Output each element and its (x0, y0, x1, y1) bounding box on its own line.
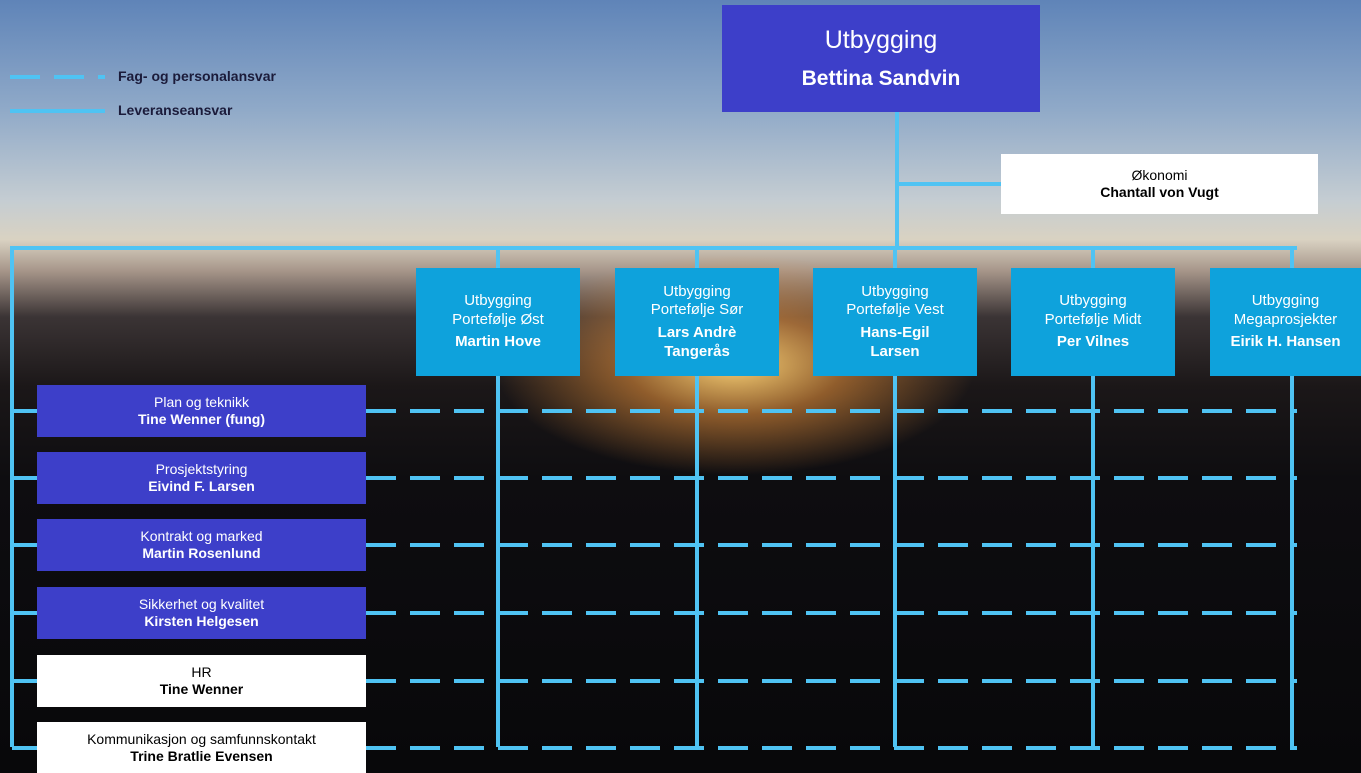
portfolio-unit: Utbygging (861, 283, 929, 302)
function-unit: Plan og teknikk (154, 394, 249, 412)
portfolio-name: Lars Andrè (658, 324, 737, 343)
function-unit: HR (191, 664, 211, 682)
function-unit: Kontrakt og marked (140, 528, 262, 546)
portfolio-name: Tangerås (664, 343, 730, 362)
portfolio-unit: Portefølje Sør (651, 301, 744, 320)
portfolio-unit: Portefølje Vest (846, 301, 944, 320)
function-name: Kirsten Helgesen (144, 613, 258, 631)
portfolio-unit: Utbygging (1059, 292, 1127, 311)
portfolio-name: Per Vilnes (1057, 333, 1129, 352)
portfolio-unit: Portefølje Midt (1045, 311, 1142, 330)
function-name: Trine Bratlie Evensen (130, 748, 272, 766)
function-name: Martin Rosenlund (142, 545, 260, 563)
function-unit: Prosjektstyring (156, 461, 248, 479)
staff-name: Chantall von Vugt (1100, 184, 1218, 202)
function-unit: Kommunikasjon og samfunnskontakt (87, 731, 316, 749)
function-name: Eivind F. Larsen (148, 478, 255, 496)
org-chart: Utbygging Bettina Sandvin Økonomi Chanta… (0, 0, 1361, 773)
portfolio-name: Hans-Egil (860, 324, 929, 343)
portfolio-name: Eirik H. Hansen (1230, 333, 1340, 352)
portfolio-name: Martin Hove (455, 333, 541, 352)
function-unit: Sikkerhet og kvalitet (139, 596, 264, 614)
portfolio-unit: Portefølje Øst (452, 311, 544, 330)
function-name: Tine Wenner (fung) (138, 411, 265, 429)
portfolio-unit: Megaprosjekter (1234, 311, 1337, 330)
function-name: Tine Wenner (160, 681, 244, 699)
staff-unit: Økonomi (1131, 167, 1187, 185)
portfolio-unit: Utbygging (1252, 292, 1320, 311)
portfolio-unit: Utbygging (663, 283, 731, 302)
legend-label: Leveranseansvar (118, 102, 232, 118)
staff-box: Økonomi Chantall von Vugt (1001, 154, 1318, 214)
top-unit: Utbygging (825, 25, 938, 56)
top-name: Bettina Sandvin (802, 66, 961, 92)
portfolio-name: Larsen (870, 343, 919, 362)
portfolio-unit: Utbygging (464, 292, 532, 311)
legend-label: Fag- og personalansvar (118, 68, 276, 84)
top-box: Utbygging Bettina Sandvin (722, 5, 1040, 112)
